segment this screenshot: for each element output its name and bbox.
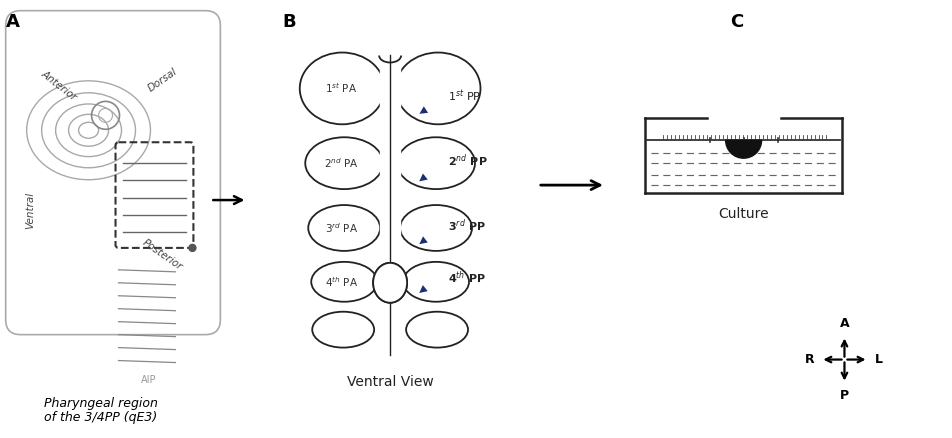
Text: C: C: [729, 13, 743, 31]
Ellipse shape: [312, 312, 374, 348]
Bar: [380, 53, 400, 346]
Ellipse shape: [406, 312, 467, 348]
Ellipse shape: [373, 263, 407, 303]
Text: 4$^{th}$ PA: 4$^{th}$ PA: [325, 275, 357, 289]
Text: 1$^{st}$ PP: 1$^{st}$ PP: [447, 88, 481, 104]
Text: B: B: [282, 13, 296, 31]
Text: 2$^{nd}$ PA: 2$^{nd}$ PA: [324, 156, 358, 170]
Text: Culture: Culture: [718, 207, 768, 221]
Text: A: A: [6, 13, 20, 31]
Wedge shape: [724, 140, 761, 158]
Text: Posterior: Posterior: [141, 237, 184, 272]
Ellipse shape: [403, 262, 468, 302]
Ellipse shape: [300, 53, 385, 124]
Ellipse shape: [307, 205, 380, 251]
Text: 4$^{th}$ PP: 4$^{th}$ PP: [447, 269, 486, 286]
Text: AIP: AIP: [141, 374, 156, 385]
Text: P: P: [839, 389, 848, 403]
Text: Ventral View: Ventral View: [347, 374, 433, 389]
Text: 2$^{nd}$ PP: 2$^{nd}$ PP: [447, 153, 487, 170]
Text: Pharyngeal region: Pharyngeal region: [44, 397, 157, 410]
Ellipse shape: [400, 205, 471, 251]
Text: R: R: [804, 353, 814, 366]
Text: A: A: [839, 317, 848, 330]
Text: Anterior: Anterior: [39, 69, 78, 102]
Ellipse shape: [305, 137, 383, 189]
Text: L: L: [874, 353, 882, 366]
Text: 1$^{st}$ PA: 1$^{st}$ PA: [325, 81, 357, 95]
Text: 3$^{rd}$ PP: 3$^{rd}$ PP: [447, 218, 486, 234]
Text: of the 3/4PP (qE3): of the 3/4PP (qE3): [44, 411, 157, 424]
Circle shape: [188, 244, 196, 251]
Ellipse shape: [397, 137, 474, 189]
Ellipse shape: [311, 262, 377, 302]
Ellipse shape: [373, 263, 407, 303]
Text: 3$^{rd}$ PA: 3$^{rd}$ PA: [325, 221, 357, 235]
Text: Ventral: Ventral: [26, 191, 35, 229]
Text: Dorsal: Dorsal: [146, 67, 179, 94]
Ellipse shape: [395, 53, 480, 124]
